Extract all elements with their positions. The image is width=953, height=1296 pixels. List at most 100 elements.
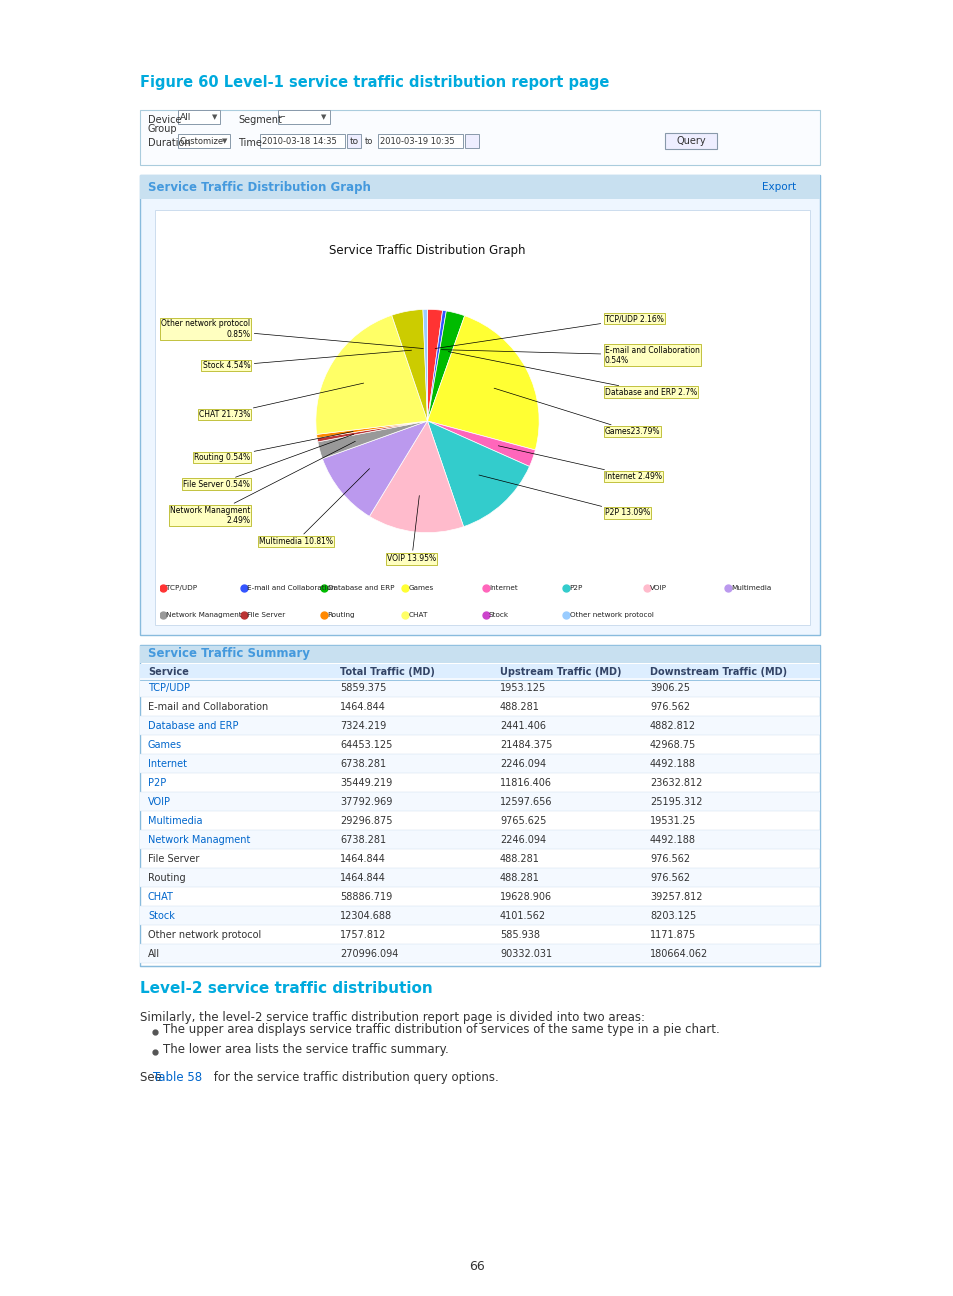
FancyBboxPatch shape bbox=[140, 664, 820, 680]
FancyBboxPatch shape bbox=[154, 210, 809, 625]
FancyBboxPatch shape bbox=[140, 175, 820, 635]
Text: Query: Query bbox=[676, 136, 705, 146]
Text: 488.281: 488.281 bbox=[499, 874, 539, 883]
Text: 1953.125: 1953.125 bbox=[499, 683, 546, 693]
Text: Device: Device bbox=[148, 115, 181, 124]
Text: 2010-03-19 10:35: 2010-03-19 10:35 bbox=[379, 136, 455, 145]
FancyBboxPatch shape bbox=[140, 868, 820, 886]
Text: File Server: File Server bbox=[148, 854, 199, 864]
Text: Level-2 service traffic distribution: Level-2 service traffic distribution bbox=[140, 981, 433, 997]
Text: 4492.188: 4492.188 bbox=[649, 835, 696, 845]
Text: Downstream Traffic (MD): Downstream Traffic (MD) bbox=[649, 667, 786, 677]
Text: 180664.062: 180664.062 bbox=[649, 949, 707, 959]
Wedge shape bbox=[316, 421, 427, 442]
Text: 58886.719: 58886.719 bbox=[339, 892, 392, 902]
Text: 2246.094: 2246.094 bbox=[499, 759, 545, 769]
Text: 6738.281: 6738.281 bbox=[339, 759, 386, 769]
Wedge shape bbox=[317, 421, 427, 459]
Text: 1171.875: 1171.875 bbox=[649, 931, 696, 940]
FancyBboxPatch shape bbox=[260, 133, 345, 148]
FancyBboxPatch shape bbox=[140, 829, 820, 849]
Wedge shape bbox=[316, 421, 427, 438]
Text: Multimedia 10.81%: Multimedia 10.81% bbox=[258, 469, 369, 547]
FancyBboxPatch shape bbox=[664, 133, 717, 149]
Text: Database and ERP: Database and ERP bbox=[148, 721, 238, 731]
Text: 2010-03-18 14:35: 2010-03-18 14:35 bbox=[262, 136, 336, 145]
Text: 976.562: 976.562 bbox=[649, 854, 689, 864]
Text: 66: 66 bbox=[469, 1260, 484, 1273]
Text: ▼: ▼ bbox=[212, 114, 217, 121]
Text: Multimedia: Multimedia bbox=[148, 816, 202, 826]
Wedge shape bbox=[315, 315, 427, 434]
Text: to: to bbox=[365, 136, 373, 145]
Text: for the service traffic distribution query options.: for the service traffic distribution que… bbox=[210, 1070, 498, 1083]
Text: CHAT: CHAT bbox=[148, 892, 173, 902]
Text: Games23.79%: Games23.79% bbox=[494, 389, 659, 435]
Text: Network Managment: Network Managment bbox=[166, 612, 242, 618]
Text: 29296.875: 29296.875 bbox=[339, 816, 392, 826]
Text: File Server: File Server bbox=[247, 612, 285, 618]
FancyBboxPatch shape bbox=[140, 645, 820, 664]
Wedge shape bbox=[322, 421, 427, 516]
Text: Service: Service bbox=[148, 667, 189, 677]
Text: Service Traffic Distribution Graph: Service Traffic Distribution Graph bbox=[148, 180, 371, 193]
Text: 90332.031: 90332.031 bbox=[499, 949, 552, 959]
Text: TCP/UDP: TCP/UDP bbox=[148, 683, 190, 693]
Text: Customize: Customize bbox=[180, 136, 224, 145]
Text: P2P: P2P bbox=[148, 778, 166, 788]
Text: Network Managment: Network Managment bbox=[148, 835, 250, 845]
Text: Internet: Internet bbox=[148, 759, 187, 769]
Text: Internet 2.49%: Internet 2.49% bbox=[497, 446, 661, 481]
Text: Upstream Traffic (MD): Upstream Traffic (MD) bbox=[499, 667, 620, 677]
Text: 39257.812: 39257.812 bbox=[649, 892, 701, 902]
Text: 488.281: 488.281 bbox=[499, 702, 539, 712]
Text: Database and ERP: Database and ERP bbox=[328, 584, 394, 591]
Text: Games: Games bbox=[408, 584, 433, 591]
FancyBboxPatch shape bbox=[277, 110, 330, 124]
Text: Other network protocol: Other network protocol bbox=[148, 931, 261, 940]
FancyBboxPatch shape bbox=[140, 175, 820, 200]
FancyBboxPatch shape bbox=[140, 754, 820, 772]
Text: See: See bbox=[140, 1070, 166, 1083]
Text: 1464.844: 1464.844 bbox=[339, 874, 385, 883]
Text: 7324.219: 7324.219 bbox=[339, 721, 386, 731]
Text: Stock: Stock bbox=[489, 612, 509, 618]
Text: Internet: Internet bbox=[489, 584, 517, 591]
Text: Other network protocol
0.85%: Other network protocol 0.85% bbox=[161, 319, 423, 349]
Wedge shape bbox=[427, 310, 446, 421]
Wedge shape bbox=[369, 421, 463, 533]
Text: The upper area displays service traffic distribution of services of the same typ: The upper area displays service traffic … bbox=[163, 1023, 719, 1036]
Text: Figure 60 Level-1 service traffic distribution report page: Figure 60 Level-1 service traffic distri… bbox=[140, 75, 609, 89]
FancyBboxPatch shape bbox=[140, 943, 820, 963]
Text: VOIP: VOIP bbox=[148, 797, 171, 807]
Text: 1464.844: 1464.844 bbox=[339, 702, 385, 712]
Text: E-mail and Collaboration: E-mail and Collaboration bbox=[148, 702, 268, 712]
Text: Table 58: Table 58 bbox=[152, 1070, 202, 1083]
Text: 2441.406: 2441.406 bbox=[499, 721, 545, 731]
Text: Similarly, the level-2 service traffic distribution report page is divided into : Similarly, the level-2 service traffic d… bbox=[140, 1011, 644, 1024]
Wedge shape bbox=[427, 421, 529, 526]
FancyBboxPatch shape bbox=[464, 133, 478, 148]
Text: P2P 13.09%: P2P 13.09% bbox=[478, 476, 649, 517]
Text: Network Managment
2.49%: Network Managment 2.49% bbox=[170, 441, 355, 525]
FancyBboxPatch shape bbox=[178, 110, 220, 124]
Text: ▼: ▼ bbox=[320, 114, 326, 121]
Text: 4492.188: 4492.188 bbox=[649, 759, 696, 769]
FancyBboxPatch shape bbox=[140, 678, 820, 697]
Text: VOIP: VOIP bbox=[650, 584, 666, 591]
Text: TCP/UDP: TCP/UDP bbox=[166, 584, 197, 591]
Text: Segment: Segment bbox=[237, 115, 281, 124]
Text: Duration: Duration bbox=[148, 137, 191, 148]
Text: Stock: Stock bbox=[148, 911, 174, 921]
Text: 976.562: 976.562 bbox=[649, 702, 689, 712]
Text: 37792.969: 37792.969 bbox=[339, 797, 392, 807]
Text: Routing: Routing bbox=[148, 874, 186, 883]
FancyBboxPatch shape bbox=[140, 792, 820, 811]
Text: 2246.094: 2246.094 bbox=[499, 835, 545, 845]
Text: Routing 0.54%: Routing 0.54% bbox=[193, 432, 353, 463]
Text: Time: Time bbox=[237, 137, 262, 148]
Text: Total Traffic (MD): Total Traffic (MD) bbox=[339, 667, 435, 677]
Text: 11816.406: 11816.406 bbox=[499, 778, 552, 788]
Text: 270996.094: 270996.094 bbox=[339, 949, 398, 959]
FancyBboxPatch shape bbox=[140, 715, 820, 735]
